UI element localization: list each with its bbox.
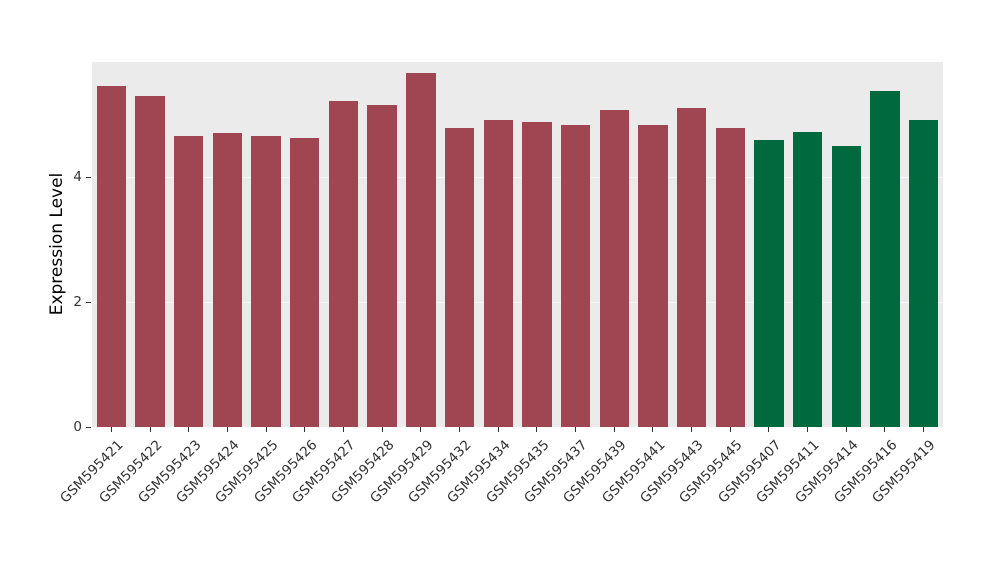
bar (135, 95, 165, 427)
bar (909, 119, 939, 427)
bar-slot (518, 62, 557, 427)
bar-slot (788, 62, 827, 427)
bar-slot (827, 62, 866, 427)
bar-slot (479, 62, 518, 427)
bar (406, 72, 436, 427)
gridline (92, 177, 943, 178)
y-tick-label: 0 (73, 419, 82, 435)
bar-slot (169, 62, 208, 427)
bar-slot (440, 62, 479, 427)
x-tick-mark (226, 427, 228, 432)
bar-slot (711, 62, 750, 427)
x-tick-mark (575, 427, 577, 432)
x-tick-mark (265, 427, 267, 432)
bar (638, 125, 668, 427)
x-tick-mark (652, 427, 654, 432)
bar (212, 133, 243, 427)
bar (328, 100, 359, 427)
bars (92, 62, 943, 427)
bar-slot (634, 62, 673, 427)
bar-slot (866, 62, 905, 427)
x-tick-mark (768, 427, 770, 432)
x-tick-mark (149, 427, 151, 432)
bar-slot (672, 62, 711, 427)
x-tick-mark (381, 427, 383, 432)
bar-slot (402, 62, 441, 427)
x-tick-mark (304, 427, 306, 432)
x-tick-mark (729, 427, 731, 432)
gridlines (92, 62, 943, 427)
bar (676, 107, 707, 427)
y-tick-label: 2 (73, 294, 82, 310)
bar (793, 132, 823, 427)
bar-slot (92, 62, 131, 427)
bar (715, 128, 746, 427)
gridline (92, 302, 943, 303)
bar (444, 128, 475, 427)
bar-slot (285, 62, 324, 427)
bar-slot (904, 62, 943, 427)
x-tick-mark (845, 427, 847, 432)
x-tick-mark (420, 427, 422, 432)
bar (831, 145, 862, 427)
bar-slot (363, 62, 402, 427)
y-tick-mark (86, 301, 91, 303)
bar (754, 139, 784, 427)
bar (483, 119, 513, 427)
bar (870, 91, 900, 427)
x-tick-mark (342, 427, 344, 432)
bar-slot (556, 62, 595, 427)
y-tick-mark (86, 176, 91, 178)
bar-slot (131, 62, 170, 427)
x-tick-mark (458, 427, 460, 432)
x-tick-mark (691, 427, 693, 432)
x-tick-mark (807, 427, 809, 432)
x-tick-mark (497, 427, 499, 432)
bar (522, 122, 552, 427)
bar (96, 86, 127, 427)
bar-slot (324, 62, 363, 427)
plot-panel (92, 62, 943, 427)
y-tick-mark (86, 426, 91, 428)
bar-slot (247, 62, 286, 427)
x-tick-mark (536, 427, 538, 432)
bar (251, 135, 281, 427)
x-tick-mark (110, 427, 112, 432)
bar (367, 105, 397, 427)
bar-slot (208, 62, 247, 427)
bar (560, 125, 591, 427)
bar-slot (750, 62, 789, 427)
y-tick-label: 4 (73, 169, 82, 185)
x-tick-mark (188, 427, 190, 432)
x-tick-mark (923, 427, 925, 432)
bar (599, 109, 629, 427)
x-tick-mark (884, 427, 886, 432)
bar-slot (595, 62, 634, 427)
bar (290, 138, 320, 427)
bar (174, 135, 204, 427)
x-tick-mark (613, 427, 615, 432)
